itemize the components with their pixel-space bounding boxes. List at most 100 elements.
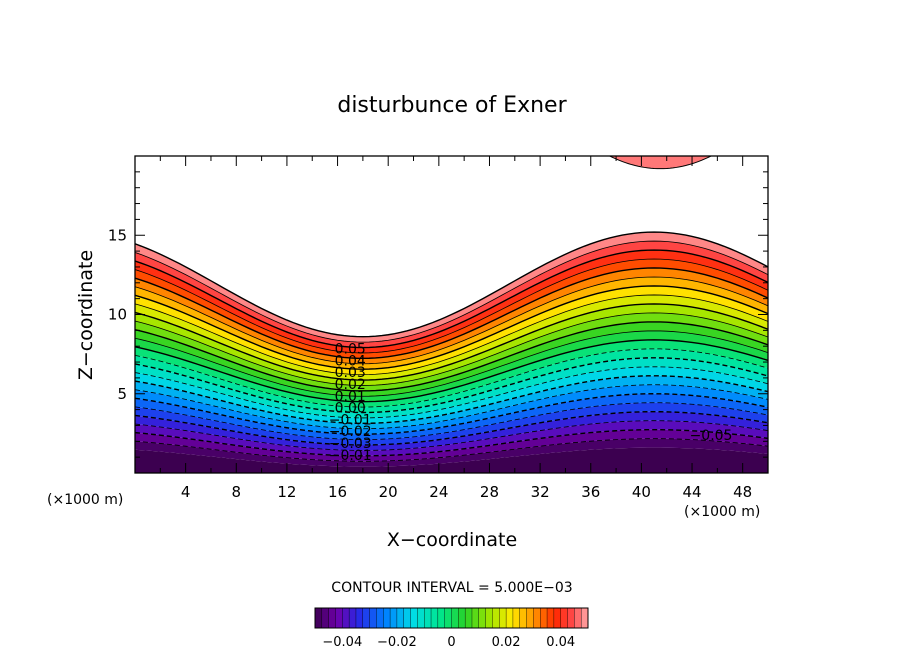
contour-band xyxy=(135,348,768,413)
x-axis-label: X−coordinate xyxy=(387,529,517,551)
y-tick-label: 15 xyxy=(108,226,127,244)
contour-band xyxy=(135,312,768,391)
contour-label: −0.05 xyxy=(690,428,733,444)
x-tick-label: 24 xyxy=(429,483,448,501)
x-tick-label: 20 xyxy=(379,483,398,501)
contour-band xyxy=(135,330,768,402)
y-tick-label: 10 xyxy=(108,306,127,324)
contour-line xyxy=(135,348,768,408)
colorbar-cell xyxy=(512,607,521,629)
contour-line xyxy=(135,294,768,375)
contour-label: 0.01 xyxy=(335,389,366,405)
contour-band xyxy=(135,268,768,364)
contour-band xyxy=(135,276,768,370)
contour-label: −0.01 xyxy=(329,412,372,428)
x-axis-unit-left: (×1000 m) xyxy=(47,492,123,508)
contour-line xyxy=(135,231,768,338)
colorbar-ticks: −0.04 −0.02 0 0.02 0.04 xyxy=(322,635,575,650)
contour-line xyxy=(135,249,768,349)
contour-line xyxy=(135,393,768,435)
colorbar-tick-label: 0 xyxy=(447,635,455,650)
contour-line xyxy=(135,267,768,360)
colorbar-cell xyxy=(355,607,364,629)
colorbar-cell xyxy=(328,607,336,629)
contour-line xyxy=(135,366,768,419)
colorbar-cell xyxy=(505,607,514,629)
x-axis-unit-right: (×1000 m) xyxy=(684,504,760,520)
contour-line xyxy=(135,258,768,354)
colorbar-cell xyxy=(444,607,452,629)
contour-band xyxy=(135,357,768,418)
contour-line xyxy=(135,339,768,403)
contour-line xyxy=(135,357,768,414)
colorbar-cell xyxy=(403,607,412,629)
colorbar-cell xyxy=(314,607,323,629)
colorbar-cell xyxy=(348,607,357,629)
colorbar-cell xyxy=(499,607,507,629)
contour-band xyxy=(135,232,768,343)
contour-band xyxy=(135,384,768,435)
colorbar-cell xyxy=(580,607,589,629)
colorbar-frame xyxy=(314,607,589,629)
contour-label: 0.05 xyxy=(335,342,366,358)
contour-band xyxy=(135,366,768,424)
contour-label: 0.03 xyxy=(335,365,366,381)
filled-contour-bands xyxy=(135,156,768,473)
contour-line xyxy=(135,375,768,425)
colorbar-cell xyxy=(376,607,384,629)
contour-interval-label: CONTOUR INTERVAL = 5.000E−03 xyxy=(331,580,572,596)
x-tick-label: 44 xyxy=(682,483,701,501)
colorbar-cell xyxy=(321,607,330,629)
colorbar-cell xyxy=(424,607,432,629)
contour-band xyxy=(135,447,768,473)
plot-area: 0.050.040.030.020.010.00−0.01−0.02−0.03 −… xyxy=(135,156,768,473)
contour-label: 0.00 xyxy=(335,401,366,417)
contour-label: 0.04 xyxy=(335,353,366,369)
contour-band xyxy=(135,321,768,397)
x-tick-label: 16 xyxy=(328,483,347,501)
contour-line xyxy=(135,285,768,370)
top-blob-band xyxy=(609,156,712,170)
contour-band xyxy=(135,402,768,445)
x-tick-label: 40 xyxy=(632,483,651,501)
colorbar-cell xyxy=(458,607,466,629)
colorbar-cell xyxy=(389,607,398,629)
colorbar-cell xyxy=(546,607,555,629)
chart-title: disturbunce of Exner xyxy=(337,93,567,118)
x-axis-ticks: 4 8 12 16 20 24 28 32 36 40 44 48 xyxy=(159,156,752,501)
colorbar-cell xyxy=(430,607,439,629)
x-tick-label: 12 xyxy=(277,483,296,501)
contour-label: −0.02 xyxy=(329,424,372,440)
colorbar-cell xyxy=(396,607,405,629)
contour-band xyxy=(135,285,768,375)
contour-label: −0.03 xyxy=(329,436,372,452)
contour-line xyxy=(135,303,768,381)
contour-lines xyxy=(135,231,768,462)
y-tick-label: 5 xyxy=(117,385,127,403)
colorbar-tick-label: 0.02 xyxy=(492,635,521,650)
contour-line xyxy=(135,330,768,397)
contour-band xyxy=(135,375,768,429)
contour-band xyxy=(135,250,768,353)
x-tick-label: 4 xyxy=(181,483,191,501)
contour-labels: 0.050.040.030.020.010.00−0.01−0.02−0.03 −… xyxy=(329,342,733,464)
colorbar-cell xyxy=(485,607,493,629)
contour-band xyxy=(135,393,768,440)
contour-line xyxy=(135,420,768,451)
colorbar-cell xyxy=(335,607,343,629)
contour-line xyxy=(135,276,768,365)
colorbar-cell xyxy=(362,607,371,629)
colorbar-cell xyxy=(492,607,500,629)
colorbar-cell xyxy=(417,607,425,629)
colorbar-tick-label: 0.04 xyxy=(546,635,575,650)
colorbar-cell xyxy=(342,607,350,629)
contour-label: 0.02 xyxy=(335,377,366,393)
colorbar-cell xyxy=(410,607,418,629)
colorbar-tick-label: −0.02 xyxy=(377,635,417,650)
colorbar-cell xyxy=(464,607,473,629)
colorbar-cell xyxy=(526,607,534,629)
y-axis-label: Z−coordinate xyxy=(75,250,97,380)
contour-line xyxy=(135,402,768,440)
colorbar-cell xyxy=(478,607,487,629)
